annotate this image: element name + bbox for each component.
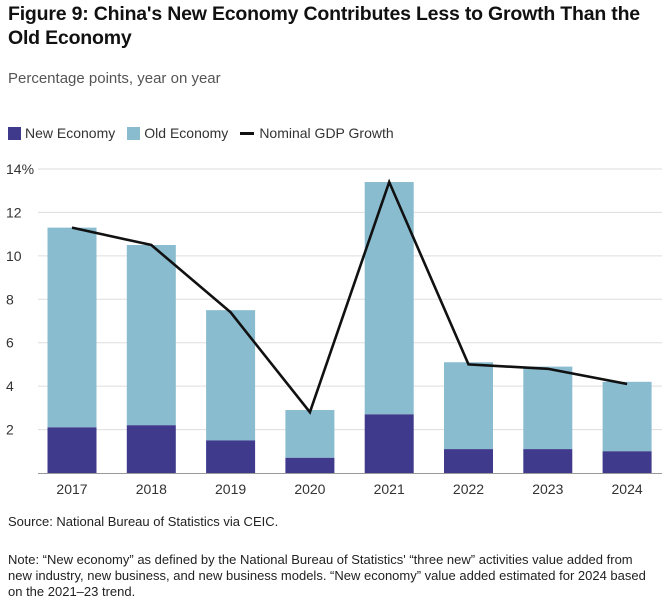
x-tick-label: 2024 bbox=[612, 481, 643, 497]
bar-old-economy bbox=[523, 366, 573, 450]
legend: New Economy Old Economy Nominal GDP Grow… bbox=[8, 125, 406, 141]
x-tick-label: 2019 bbox=[215, 481, 246, 497]
gdp-growth-line bbox=[71, 178, 628, 415]
y-tick-label: 12 bbox=[6, 204, 22, 220]
chart-plot: 2 4 6 8 10 12 14% 2017 2018 2019 2020 2021 2022 2023 2… bbox=[6, 161, 662, 497]
bar-new-economy bbox=[602, 451, 652, 473]
bar-old-economy bbox=[602, 381, 652, 452]
footnote: Note: “New economy” as defined by the Na… bbox=[8, 552, 646, 599]
legend-label-old-economy: Old Economy bbox=[144, 125, 229, 141]
legend-swatch-gdp bbox=[240, 131, 255, 135]
title-text: China's New Economy Contributes Less to … bbox=[8, 3, 640, 49]
chart-subtitle: Percentage points, year on year bbox=[8, 70, 221, 87]
bar-old-economy bbox=[126, 245, 176, 426]
bar-old-economy bbox=[206, 310, 256, 441]
legend-item-gdp: Nominal GDP Growth bbox=[240, 125, 394, 141]
legend-item-old-economy: Old Economy bbox=[127, 125, 228, 141]
y-tick-label: 14% bbox=[6, 161, 34, 177]
bar-new-economy bbox=[285, 457, 335, 473]
bar-old-economy bbox=[285, 410, 335, 458]
y-tick-label: 6 bbox=[6, 335, 14, 351]
bar-old-economy bbox=[444, 362, 493, 450]
x-tick-label: 2018 bbox=[136, 481, 167, 497]
y-tick-label: 4 bbox=[6, 378, 14, 394]
bar-new-economy bbox=[444, 449, 493, 473]
y-tick-label: 8 bbox=[6, 291, 14, 307]
bar-new-economy bbox=[206, 440, 256, 473]
x-tick-label: 2020 bbox=[294, 481, 325, 497]
chart-title: Figure 9: China's New Economy Contribute… bbox=[8, 2, 658, 50]
x-tick-label: 2023 bbox=[532, 481, 563, 497]
y-tick-label: 10 bbox=[6, 248, 22, 264]
source-note: Source: National Bureau of Statistics vi… bbox=[8, 514, 279, 529]
bar-new-economy bbox=[523, 449, 573, 473]
x-tick-label: 2021 bbox=[374, 481, 405, 497]
y-tick-label: 2 bbox=[6, 422, 14, 438]
bar-new-economy bbox=[364, 414, 414, 473]
legend-swatch-new-economy bbox=[8, 126, 21, 140]
legend-item-new-economy: New Economy bbox=[8, 125, 115, 141]
legend-swatch-old-economy bbox=[127, 126, 141, 140]
bar-new-economy bbox=[47, 427, 97, 473]
bar-old-economy bbox=[364, 182, 414, 415]
x-tick-label: 2017 bbox=[56, 481, 87, 497]
legend-label-new-economy: New Economy bbox=[25, 125, 116, 141]
bar-new-economy bbox=[126, 425, 176, 473]
bar-old-economy bbox=[47, 227, 97, 428]
legend-label-gdp: Nominal GDP Growth bbox=[259, 125, 394, 141]
figure-number: Figure 9: bbox=[8, 3, 89, 25]
x-tick-label: 2022 bbox=[453, 481, 484, 497]
